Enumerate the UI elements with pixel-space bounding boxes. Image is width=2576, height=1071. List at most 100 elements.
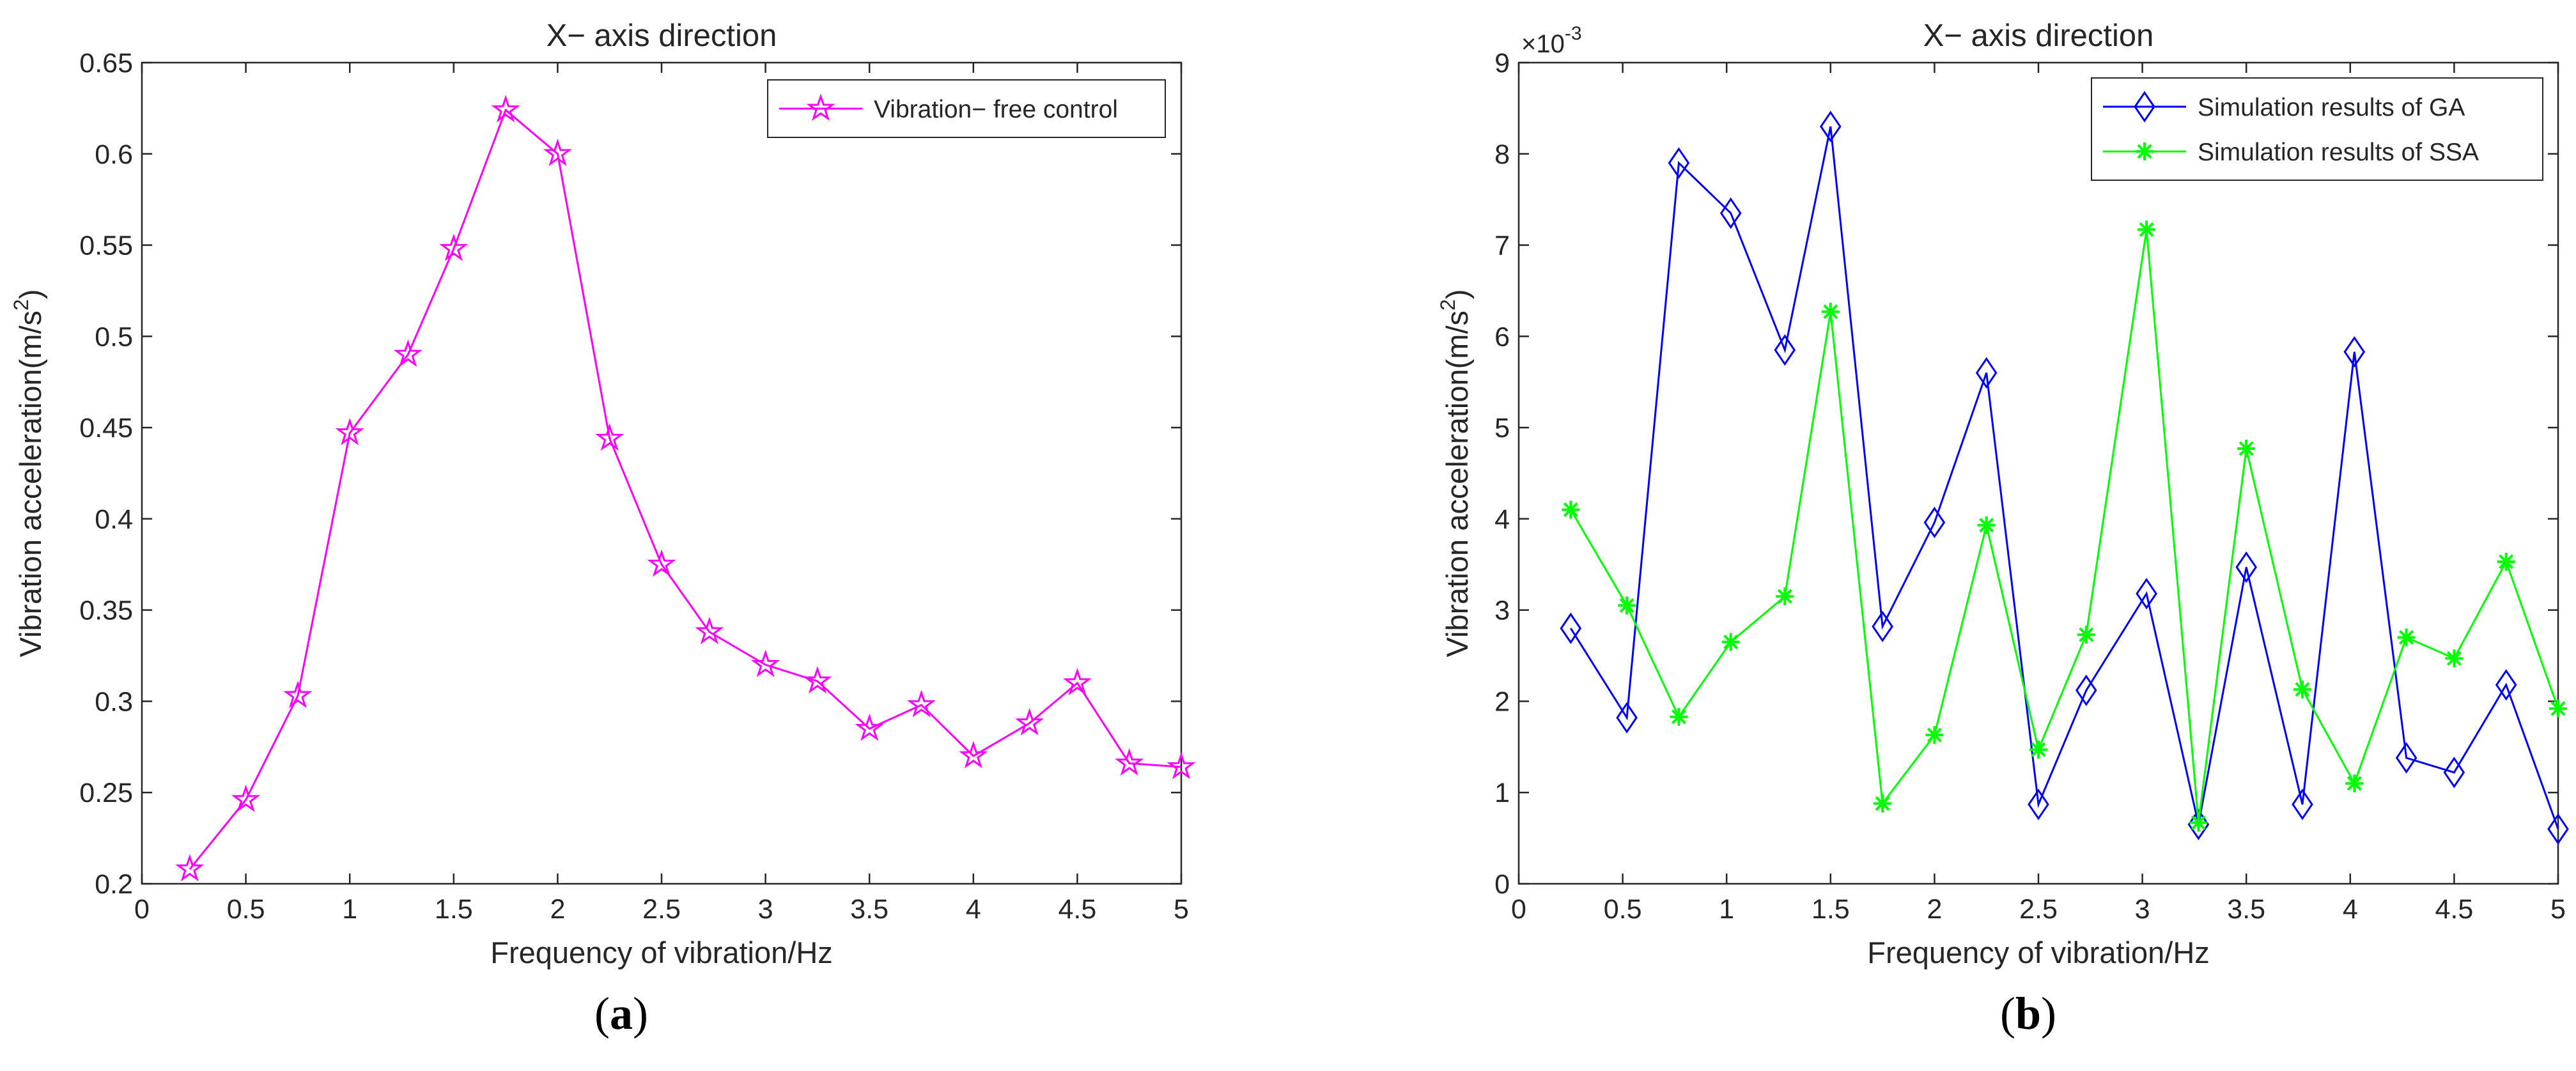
x-tick-label: 5 [2550, 894, 2566, 925]
data-point [2235, 551, 2258, 583]
legend-label: Simulation results of GA [2198, 94, 2465, 121]
data-point [2343, 335, 2366, 368]
data-point [1721, 633, 1740, 651]
y-tick-label: 1 [1494, 778, 1510, 808]
data-point [1618, 596, 1636, 615]
data-point [1872, 610, 1893, 643]
y-axis-label-close: ) [13, 289, 47, 300]
data-point [1719, 197, 1742, 229]
data-point [1616, 702, 1638, 734]
x-tick-label: 1.5 [1812, 894, 1850, 925]
data-point [393, 339, 423, 367]
x-tick-label: 4.5 [2435, 894, 2474, 925]
x-tick-label: 2 [550, 894, 565, 925]
y-axis-label-main: Vibration acceleration(m/s [13, 311, 47, 658]
data-point [1874, 794, 1892, 813]
data-point [1975, 357, 1998, 389]
x-tick-label: 2 [1927, 894, 1942, 925]
data-point [1015, 708, 1044, 736]
y-axis-label: Vibration acceleration(m/s2) [10, 289, 47, 658]
y-tick-label: 7 [1494, 231, 1510, 261]
data-point [2445, 649, 2463, 668]
legend-label: Vibration− free control [874, 96, 1118, 123]
y-tick-label: 0.5 [95, 321, 133, 352]
data-point [2028, 789, 2049, 821]
data-point [803, 666, 832, 694]
legend-marker [2134, 91, 2155, 123]
x-tick-label: 0 [134, 894, 150, 925]
data-point [2292, 789, 2313, 821]
data-point [1560, 612, 1582, 644]
data-point [1819, 111, 1842, 143]
x-tick-label: 5 [1174, 894, 1189, 925]
y-axis-label-sup: 2 [1436, 299, 1459, 311]
x-tick-label: 3.5 [2227, 894, 2265, 925]
panel-label-letter: a [610, 988, 633, 1039]
y-multiplier-exp: -3 [1565, 23, 1582, 44]
y-tick-label: 3 [1494, 596, 1510, 626]
y-multiplier-base: ×10 [1521, 30, 1565, 58]
legend-label: Simulation results of SSA [2198, 139, 2479, 166]
panel-label: (a) [594, 988, 648, 1039]
data-point [2345, 774, 2364, 792]
x-tick-label: 1.5 [435, 894, 473, 925]
data-point [2397, 628, 2416, 647]
legend-marker [2136, 143, 2153, 160]
legend-item: Simulation results of SSA [2103, 139, 2479, 166]
data-point [231, 784, 261, 812]
chart-title: X− axis direction [1923, 19, 2154, 53]
series-1 [1560, 111, 2569, 845]
chart-title: X− axis direction [547, 19, 777, 53]
y-tick-label: 6 [1494, 321, 1510, 352]
x-tick-label: 4.5 [1059, 894, 1097, 925]
chart-panel-a: 0 0.5 1 1.5 2 2.5 3 3.5 4 4.5 5 0.2 0.25 0.3 0.35 0.4 0.… [10, 19, 1196, 1039]
y-tick-label: 0.25 [79, 778, 133, 808]
x-tick-label: 3 [2135, 894, 2150, 925]
data-point [2138, 220, 2156, 239]
data-point [906, 690, 936, 718]
data-point [2293, 680, 2311, 698]
legend-item: Simulation results of GA [2103, 91, 2465, 123]
data-point [2189, 813, 2208, 832]
y-tick-label: 0.3 [95, 686, 133, 717]
x-tick-label: 2.5 [642, 894, 681, 925]
x-tick-label: 2.5 [2019, 894, 2058, 925]
panel-label: (b) [2000, 988, 2056, 1039]
y-tick-label: 0.6 [95, 139, 133, 170]
data-point [491, 95, 520, 123]
plot-area [1517, 61, 2559, 885]
y-tick-label: 5 [1494, 413, 1510, 443]
data-point [1774, 334, 1796, 366]
data-point [2497, 552, 2515, 571]
data-point [1977, 516, 1996, 534]
data-point [543, 139, 572, 166]
data-point [2495, 669, 2517, 701]
data-point [1776, 587, 1794, 606]
data-point [695, 617, 724, 645]
chart-panel-b: 0 0.5 1 1.5 2 2.5 3 3.5 4 4.5 5 0 1 2 3 4 5 6 7 8 9 ×10-3 X− a… [1436, 19, 2569, 1039]
data-point [283, 681, 313, 708]
series-line [1570, 229, 2559, 823]
y-tick-label: 8 [1494, 139, 1510, 170]
x-tick-label: 1 [1719, 894, 1734, 925]
legend: Simulation results of GA Simulation resul… [2091, 77, 2543, 181]
x-tick-label: 0.5 [227, 894, 265, 925]
data-point [2077, 626, 2095, 644]
data-point [2443, 757, 2465, 789]
data-point [595, 423, 625, 451]
data-point [335, 418, 364, 445]
x-tick-label: 3 [758, 894, 773, 925]
plot-area [141, 61, 1183, 885]
y-multiplier-label: ×10-3 [1521, 23, 1582, 58]
data-point [1115, 748, 1144, 776]
panel-label-open: ( [594, 988, 610, 1039]
data-point [2029, 741, 2047, 759]
x-tick-label: 4 [966, 894, 981, 925]
panel-label-letter: b [2015, 988, 2041, 1039]
y-axis-label-main: Vibration acceleration(m/s [1440, 311, 1474, 658]
data-point [1562, 500, 1580, 519]
data-point [2075, 674, 2097, 706]
y-tick-label: 4 [1494, 504, 1510, 535]
x-tick-label: 4 [2343, 894, 2358, 925]
